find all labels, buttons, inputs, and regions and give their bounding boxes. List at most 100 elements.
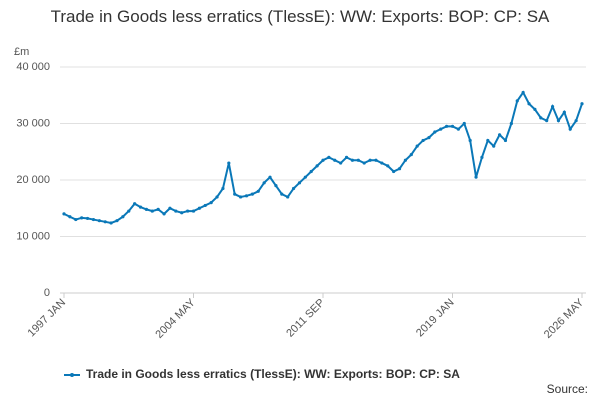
point — [174, 209, 178, 213]
point — [85, 216, 90, 221]
point — [274, 184, 278, 188]
point — [392, 169, 396, 174]
point — [121, 215, 125, 219]
x-tick-label: 2011 SEP — [284, 297, 327, 340]
y-unit-label: £m — [14, 46, 29, 58]
point — [550, 104, 555, 109]
point — [480, 155, 484, 159]
x-tick-label: 2004 MAY — [153, 296, 198, 341]
point — [380, 161, 384, 165]
point — [115, 219, 119, 223]
point — [462, 121, 466, 126]
y-tick-label: 40 000 — [16, 61, 50, 73]
point — [262, 181, 266, 185]
point — [450, 124, 455, 128]
point — [403, 158, 408, 162]
point — [368, 158, 372, 162]
point — [539, 116, 543, 120]
point — [580, 102, 584, 106]
point — [356, 158, 360, 162]
point — [150, 209, 154, 213]
point — [515, 99, 519, 103]
point — [527, 102, 531, 106]
point — [221, 186, 225, 191]
point — [309, 169, 313, 174]
point — [138, 205, 143, 209]
y-tick-label: 10 000 — [16, 230, 50, 242]
point — [297, 181, 302, 185]
y-tick-label: 0 — [44, 287, 50, 299]
point — [162, 212, 166, 216]
point — [233, 192, 237, 196]
point — [209, 201, 213, 205]
point — [533, 107, 537, 111]
point — [156, 207, 160, 211]
point — [456, 127, 460, 131]
x-tick-label: 1997 JAN — [26, 297, 69, 340]
point — [127, 209, 131, 213]
point — [492, 144, 496, 148]
series-line — [63, 90, 583, 224]
point — [291, 186, 296, 191]
legend-label: Trade in Goods less erratics (TlessE): W… — [86, 367, 460, 381]
point — [562, 110, 566, 114]
chart-title: Trade in Goods less erratics (TlessE): W… — [50, 7, 550, 26]
point — [62, 212, 66, 216]
y-tick-label: 30 000 — [16, 117, 50, 129]
point — [250, 192, 254, 196]
point — [144, 207, 149, 211]
point — [280, 192, 284, 196]
point — [180, 211, 184, 215]
point — [315, 164, 319, 168]
point — [474, 175, 478, 179]
y-tick-label: 20 000 — [16, 174, 50, 186]
point — [521, 90, 525, 95]
point — [197, 206, 201, 210]
point — [286, 195, 290, 199]
point — [468, 138, 472, 143]
point — [91, 217, 96, 222]
point — [103, 220, 107, 224]
point — [333, 158, 337, 162]
point — [362, 161, 366, 165]
point — [191, 209, 196, 213]
x-tick-label: 2026 MAY — [542, 296, 587, 341]
point — [439, 127, 443, 131]
point — [186, 209, 190, 213]
point — [238, 195, 243, 199]
point — [427, 136, 431, 140]
point — [556, 119, 561, 123]
point — [109, 221, 113, 225]
point — [339, 161, 343, 165]
point — [244, 194, 249, 198]
point — [97, 219, 101, 223]
point — [486, 138, 490, 143]
point — [497, 133, 502, 137]
point — [509, 121, 513, 126]
point — [574, 119, 578, 123]
legend-marker — [70, 373, 74, 377]
point — [133, 202, 137, 206]
point — [545, 119, 549, 123]
point — [374, 158, 378, 162]
point — [503, 138, 508, 143]
point — [350, 158, 355, 162]
point — [409, 152, 413, 157]
point — [203, 203, 207, 208]
point — [168, 206, 172, 210]
x-tick-label: 2019 JAN — [414, 297, 457, 340]
point — [344, 155, 349, 159]
point — [321, 158, 325, 162]
point — [415, 144, 419, 148]
point — [215, 195, 219, 199]
point — [327, 155, 331, 159]
point — [397, 167, 402, 171]
point — [74, 217, 78, 222]
point — [433, 130, 437, 134]
point — [80, 216, 84, 220]
point — [256, 189, 260, 193]
point — [227, 161, 231, 165]
point — [568, 127, 572, 131]
